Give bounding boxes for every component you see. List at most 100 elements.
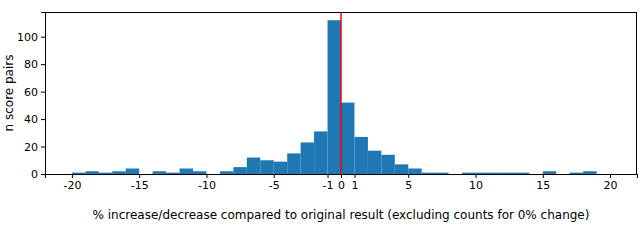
y-tick-label: 60 bbox=[24, 86, 38, 99]
x-tick: 15 bbox=[536, 174, 550, 192]
x-tick: 0 bbox=[338, 174, 345, 192]
bar bbox=[314, 131, 327, 174]
chart: -20-15-10-5-1015101520020406080100% incr… bbox=[0, 0, 640, 225]
x-tick-label: -10 bbox=[198, 179, 216, 192]
bar bbox=[206, 174, 219, 175]
bar bbox=[449, 174, 462, 175]
x-tick: -20 bbox=[63, 174, 81, 192]
bar bbox=[220, 171, 233, 174]
axis-line bbox=[46, 175, 638, 179]
bar bbox=[112, 171, 125, 174]
bar bbox=[543, 171, 556, 174]
x-tick-label: -1 bbox=[323, 179, 334, 192]
bar bbox=[408, 169, 421, 174]
bar bbox=[556, 174, 569, 175]
x-axis-title: % increase/decrease compared to original… bbox=[93, 208, 590, 222]
x-tick-mark bbox=[274, 174, 275, 178]
bar bbox=[502, 173, 515, 174]
bar bbox=[354, 137, 367, 174]
bar bbox=[72, 173, 85, 174]
y-tick-label: 0 bbox=[31, 168, 38, 181]
x-tick-mark bbox=[543, 174, 544, 178]
x-tick-label: 10 bbox=[469, 179, 483, 192]
axis-line bbox=[41, 13, 46, 175]
x-tick-mark bbox=[408, 174, 409, 178]
plot-area: -20-15-10-5-1015101520020406080100 bbox=[17, 12, 638, 192]
y-tick-mark bbox=[41, 37, 45, 38]
marks bbox=[72, 12, 597, 174]
bar bbox=[85, 171, 98, 174]
y-tick: 60 bbox=[24, 86, 45, 99]
x-tick: 1 bbox=[351, 174, 358, 192]
y-tick-label: 40 bbox=[24, 113, 38, 126]
y-tick: 40 bbox=[24, 113, 45, 126]
y-tick-label: 80 bbox=[24, 58, 38, 71]
bar bbox=[247, 158, 260, 174]
x-tick-mark bbox=[476, 174, 477, 178]
bar bbox=[529, 174, 542, 175]
x-tick: -10 bbox=[198, 174, 216, 192]
x-tick: 10 bbox=[469, 174, 483, 192]
y-axis-title: n score pairs bbox=[2, 55, 16, 132]
x-tick: -5 bbox=[269, 174, 280, 192]
x-tick-label: 0 bbox=[338, 179, 345, 192]
bar bbox=[341, 103, 354, 174]
bar bbox=[422, 173, 435, 174]
y-tick-mark bbox=[41, 92, 45, 93]
x-tick-mark bbox=[328, 174, 329, 178]
bar bbox=[260, 160, 273, 174]
bar bbox=[233, 167, 246, 174]
bar bbox=[193, 171, 206, 174]
y-tick: 20 bbox=[24, 141, 45, 154]
bar bbox=[476, 173, 489, 174]
y-tick-mark bbox=[41, 64, 45, 65]
x-tick: 20 bbox=[604, 174, 618, 192]
x-tick-label: 20 bbox=[604, 179, 618, 192]
x-tick-label: 1 bbox=[351, 179, 358, 192]
y-axis: 0 20 40 60 80 100 bbox=[17, 13, 46, 182]
x-tick-mark bbox=[72, 174, 73, 178]
x-tick-mark bbox=[354, 174, 355, 178]
x-axis: -20-15-10-5-1015101520 bbox=[46, 174, 638, 192]
x-tick-mark bbox=[341, 174, 342, 178]
bar bbox=[516, 173, 529, 174]
bar bbox=[301, 142, 314, 174]
y-tick: 80 bbox=[24, 58, 45, 71]
reference-line bbox=[340, 12, 342, 174]
bar bbox=[462, 173, 475, 174]
x-tick-label: -15 bbox=[131, 179, 149, 192]
y-tick-mark bbox=[41, 174, 45, 175]
bar bbox=[126, 169, 139, 174]
x-tick-label: 15 bbox=[536, 179, 550, 192]
bar bbox=[139, 174, 152, 175]
x-tick-label: -20 bbox=[63, 179, 81, 192]
bar bbox=[489, 173, 502, 174]
x-tick: 5 bbox=[405, 174, 412, 192]
x-tick: -15 bbox=[131, 174, 149, 192]
x-tick-label: -5 bbox=[269, 179, 280, 192]
bar bbox=[368, 151, 381, 174]
bar bbox=[570, 173, 583, 174]
x-tick-label: 5 bbox=[405, 179, 412, 192]
bar bbox=[583, 171, 596, 174]
y-tick-label: 100 bbox=[17, 31, 38, 44]
x-tick-mark bbox=[139, 174, 140, 178]
bar bbox=[435, 173, 448, 174]
bar bbox=[99, 173, 112, 174]
bar bbox=[597, 174, 610, 175]
x-tick: -1 bbox=[323, 174, 334, 192]
bar bbox=[274, 162, 287, 174]
x-tick-mark bbox=[610, 174, 611, 178]
bar bbox=[395, 164, 408, 174]
bar bbox=[180, 169, 193, 174]
y-tick-label: 20 bbox=[24, 141, 38, 154]
frame bbox=[636, 12, 637, 174]
y-tick-mark bbox=[41, 119, 45, 120]
bar bbox=[287, 153, 300, 174]
frame bbox=[45, 12, 637, 13]
y-tick: 100 bbox=[17, 31, 45, 44]
x-tick-mark bbox=[206, 174, 207, 178]
y-tick-mark bbox=[41, 147, 45, 148]
y-tick: 0 bbox=[31, 168, 45, 181]
bar bbox=[153, 171, 166, 174]
